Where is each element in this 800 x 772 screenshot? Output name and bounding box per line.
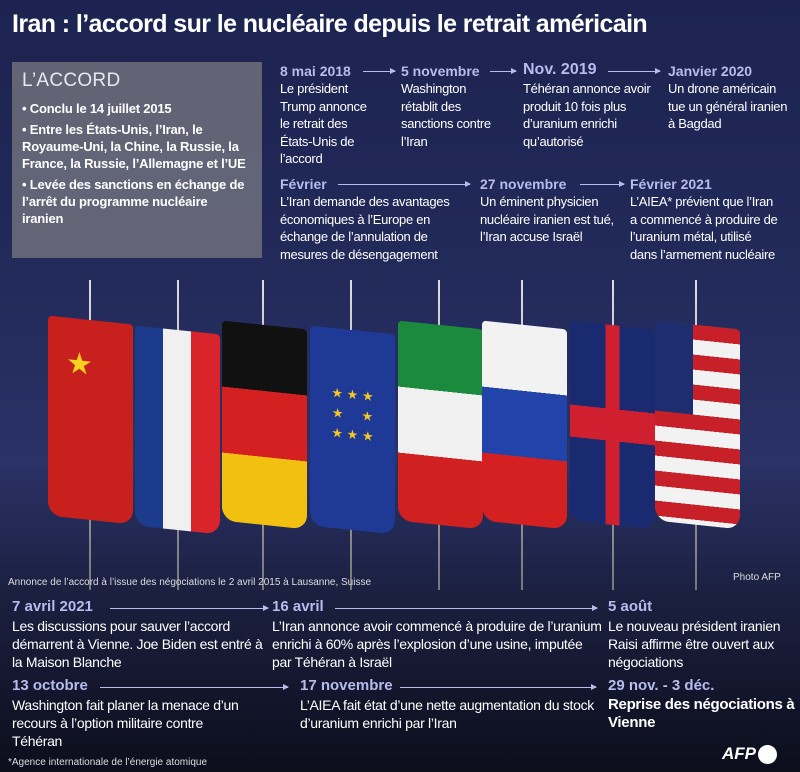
flag-usa	[655, 320, 740, 530]
flag-eu: ★ ★ ★ ★ ★ ★ ★ ★	[310, 325, 395, 535]
event-date: 7 avril 2021	[12, 598, 93, 615]
event-text: L’Iran demande des avantages économiques…	[280, 194, 450, 262]
afp-logo: AFP	[722, 744, 777, 764]
event-text: L’AIEA fait état d’une nette augmentatio…	[300, 697, 594, 731]
event-text: Téhéran annonce avoir produit 10 fois pl…	[523, 81, 651, 149]
page-title: Iran : l’accord sur le nucléaire depuis …	[12, 10, 648, 38]
accord-box: L’ACCORD • Conclu le 14 juillet 2015 • E…	[12, 62, 262, 258]
event-date: Février	[280, 176, 327, 192]
event-text: Reprise des négociations à Vienne	[608, 696, 795, 731]
flag-russia	[482, 320, 567, 530]
footnote: *Agence internationale de l’énergie atom…	[8, 757, 208, 768]
event-date: 8 mai 2018	[280, 63, 351, 79]
event-date: 17 novembre	[300, 677, 393, 694]
flag-iran	[398, 320, 483, 530]
event-text: Les discussions pour sauver l’accord dém…	[12, 618, 263, 670]
timeline-arrow	[363, 68, 396, 74]
event-text: Washington fait planer la menace d’un re…	[12, 697, 239, 749]
afp-logo-text: AFP	[722, 744, 756, 763]
event-date: 16 avril	[272, 598, 324, 615]
accord-item: • Levée des sanctions en échange de l’ar…	[22, 177, 245, 226]
flag-france	[135, 325, 220, 535]
afp-logo-circle-icon	[758, 744, 777, 764]
event-date: 5 août	[608, 598, 653, 615]
event-text: Un drone américain tue un général iranie…	[668, 81, 788, 131]
event-text: Un éminent physicien nucléaire iranien e…	[480, 194, 614, 244]
accord-item: • Entre les États-Unis, l’Iran, le Royau…	[22, 122, 246, 171]
event-text: Le président Trump annonce le retrait de…	[280, 81, 367, 166]
photo-caption: Annonce de l’accord à l’issue des négoci…	[8, 577, 372, 588]
photo-credit: Photo AFP	[733, 572, 781, 583]
timeline-arrow	[580, 181, 625, 187]
event-date: 13 octobre	[12, 677, 88, 694]
event-text: Le nouveau président iranien Raisi affir…	[608, 618, 781, 670]
flag-china: ★	[48, 315, 133, 525]
event-date: Février 2021	[630, 176, 712, 192]
event-date: Janvier 2020	[668, 63, 753, 79]
event-text: Washington rétablit des sanctions contre…	[401, 81, 491, 149]
event-date: 29 nov. - 3 déc.	[608, 677, 715, 694]
timeline-arrow	[338, 181, 471, 187]
flags-photo: ★ ★ ★ ★ ★ ★ ★ ★ ★	[0, 270, 800, 600]
flag-germany	[222, 320, 307, 530]
event-text: L’Iran annonce avoir commencé à produire…	[272, 618, 602, 670]
accord-item: • Conclu le 14 juillet 2015	[22, 101, 172, 116]
flag-uk	[570, 320, 655, 530]
event-date: Nov. 2019	[523, 61, 597, 78]
timeline-arrow	[335, 605, 598, 611]
event-date: 5 novembre	[401, 63, 480, 79]
timeline-arrow	[400, 684, 597, 690]
timeline-arrow	[490, 68, 517, 74]
event-date: 27 novembre	[480, 176, 567, 192]
timeline-arrow	[110, 605, 269, 611]
event-text: L’AIEA* prévient que l’Iran a commencé à…	[630, 194, 778, 262]
timeline-arrow	[100, 684, 289, 690]
accord-heading: L’ACCORD	[22, 70, 121, 91]
timeline-arrow	[608, 68, 661, 74]
